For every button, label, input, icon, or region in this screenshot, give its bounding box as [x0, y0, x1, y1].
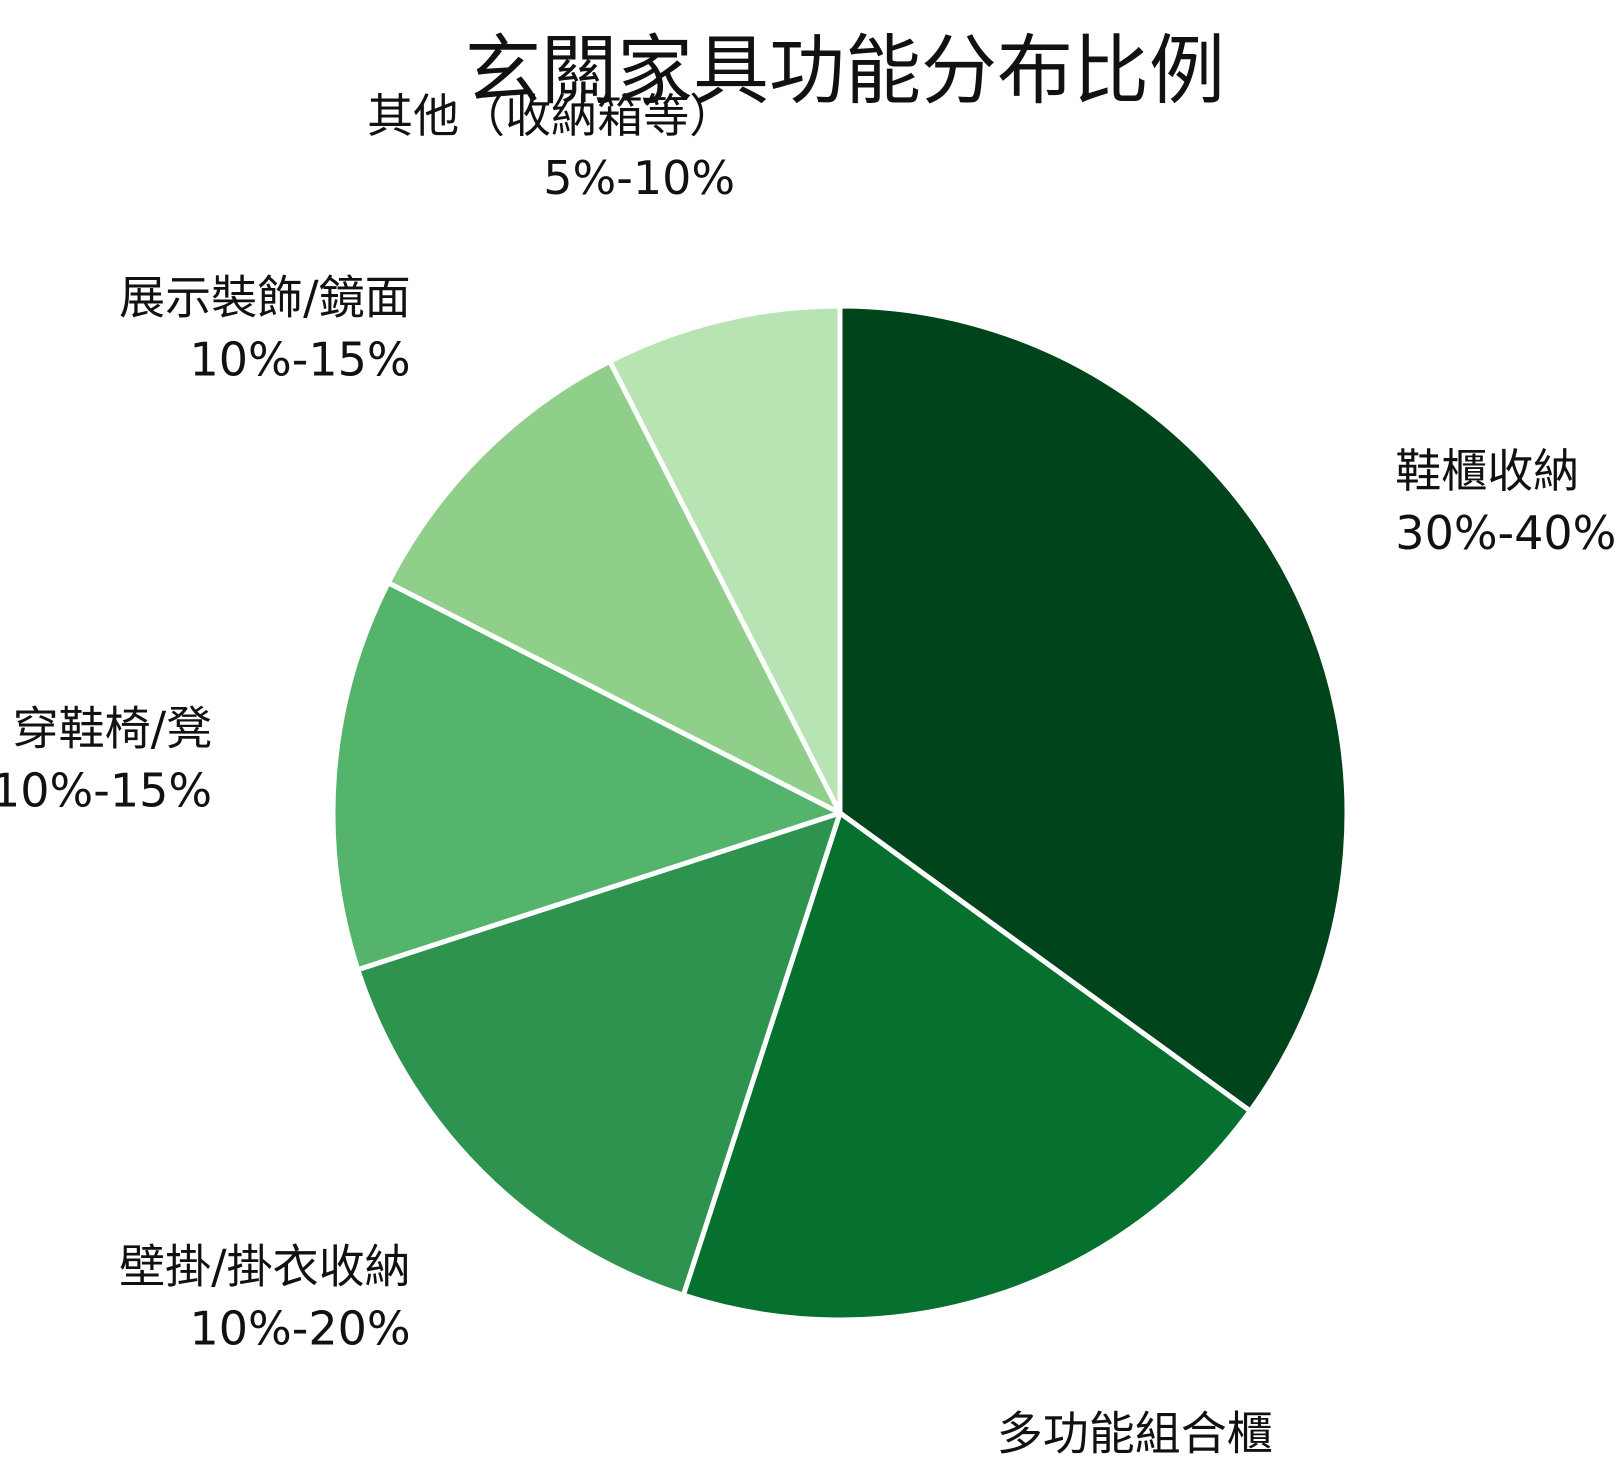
- slice-value-label: 10%-15%: [190, 333, 411, 387]
- slice-name-label: 鞋櫃收納: [1395, 444, 1579, 498]
- slice-name-label: 壁掛/掛衣收納: [119, 1239, 411, 1293]
- slice-value-label: 10%-15%: [0, 763, 212, 817]
- pie-slice-6: [607, 303, 843, 816]
- pie-slice-4: [330, 580, 843, 973]
- slice-name-label: 其他（收納箱等）: [367, 89, 735, 143]
- chart-title: 玄關家具功能分布比例: [465, 26, 1225, 115]
- slice-labels: 鞋櫃收納30%-40%多功能組合櫃15%-25%壁掛/掛衣收納10%-20%穿鞋…: [0, 89, 1616, 1461]
- slice-value-label: 5%-10%: [543, 151, 735, 205]
- pie-slice-1: [837, 303, 1350, 1114]
- slice-name-label: 穿鞋椅/凳: [13, 701, 213, 755]
- slice-value-label: 10%-20%: [190, 1301, 411, 1355]
- pie-slices: [330, 303, 1350, 1323]
- pie-slice-2: [680, 810, 1253, 1323]
- pie-slice-3: [355, 810, 843, 1298]
- slice-name-label: 展示裝飾/鏡面: [119, 271, 411, 325]
- pie-slice-5: [385, 358, 843, 816]
- slice-name-label: 多功能組合櫃: [997, 1407, 1273, 1461]
- slice-value-label: 30%-40%: [1395, 506, 1616, 560]
